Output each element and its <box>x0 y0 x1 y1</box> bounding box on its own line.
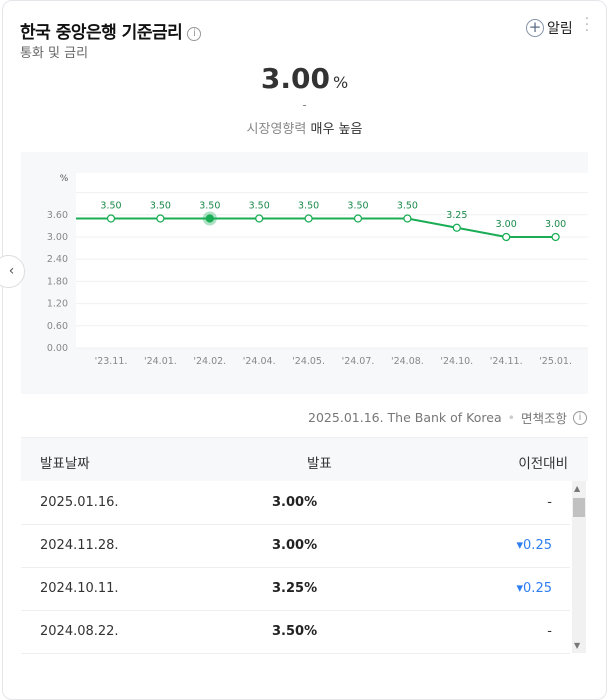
x-tick-label: '24.02. <box>193 356 226 367</box>
row-value: 3.00% <box>272 495 318 510</box>
data-label: 3.50 <box>347 201 368 212</box>
x-tick-label: '25.01. <box>539 356 572 367</box>
impact-label: 시장영향력 <box>246 122 307 137</box>
x-tick-label: '24.10. <box>440 356 473 367</box>
rate-value: 3.00 <box>260 62 330 95</box>
source-text: 2025.01.16. The Bank of Korea <box>308 410 502 425</box>
x-tick-label: '24.05. <box>292 356 325 367</box>
row-value: 3.00% <box>272 538 318 553</box>
y-tick-label: 1.80 <box>47 276 68 287</box>
table-row: 2024.10.11. 3.25% ▾0.25 <box>21 568 570 611</box>
row-change: ▾0.25 <box>516 538 552 553</box>
data-point[interactable] <box>502 232 511 242</box>
info-icon[interactable]: i <box>573 410 587 425</box>
data-label: 3.50 <box>249 201 270 212</box>
info-icon[interactable]: i <box>187 27 202 41</box>
market-impact: 시장영향력 매우 높음 <box>0 118 609 137</box>
x-tick-label: '24.11. <box>490 356 523 367</box>
rate-change: - <box>302 98 307 112</box>
data-label: 3.50 <box>150 201 171 212</box>
data-label: 3.25 <box>446 210 467 221</box>
data-point[interactable] <box>403 214 412 223</box>
data-label: 3.50 <box>397 201 418 212</box>
y-tick-label: 0.00 <box>47 343 68 354</box>
more-menu-icon[interactable]: · · · <box>584 12 590 39</box>
disclaimer-link[interactable]: 면책조항 <box>520 411 567 426</box>
data-label: 3.00 <box>496 219 517 230</box>
separator: • <box>507 410 515 425</box>
data-point[interactable] <box>304 214 313 223</box>
row-date: 2024.08.22. <box>40 624 119 639</box>
alarm-label: 알림 <box>547 21 573 37</box>
scrollbar-thumb[interactable] <box>573 498 585 517</box>
current-rate: 3.00% <box>0 62 609 95</box>
row-change: - <box>547 624 552 639</box>
header-value: 발표 <box>307 456 332 472</box>
row-change: ▾0.25 <box>516 581 552 596</box>
rate-unit: % <box>332 73 349 92</box>
plot-area <box>76 173 588 348</box>
data-label: 3.50 <box>100 201 121 212</box>
page-title: 한국 중앙은행 기준금리 i <box>20 18 202 43</box>
data-point[interactable] <box>452 223 461 232</box>
alarm-button[interactable]: + 알림 <box>526 18 573 38</box>
data-label: 3.50 <box>298 201 319 212</box>
y-unit-label: % <box>60 174 69 184</box>
scroll-up-icon[interactable]: ▲ <box>574 484 581 493</box>
x-tick-label: '24.01. <box>144 356 177 367</box>
scrollbar[interactable]: ▲ ▼ <box>572 481 586 653</box>
line-chart: % 0.00 0.60 1.20 1.80 2.40 3.00 3.60 '23.11. '24.… <box>47 173 588 367</box>
data-label: 3.00 <box>545 219 566 230</box>
header-change: 이전대비 <box>518 456 568 472</box>
y-tick-label: 3.60 <box>47 210 68 221</box>
data-label: 3.50 <box>199 201 220 212</box>
data-point[interactable] <box>255 214 264 223</box>
y-tick-label: 2.40 <box>47 254 68 265</box>
row-value: 3.25% <box>272 581 318 596</box>
data-point[interactable] <box>353 214 363 223</box>
y-tick-label: 0.60 <box>47 321 68 332</box>
data-point[interactable] <box>106 214 116 223</box>
data-point[interactable] <box>205 214 214 223</box>
row-date: 2025.01.16. <box>40 495 119 510</box>
plus-icon: + <box>526 19 544 37</box>
table-row: 2024.08.22. 3.50% - <box>21 611 570 654</box>
table-header: 발표날짜 발표 이전대비 <box>21 437 588 481</box>
table-row: 2025.01.16. 3.00% - <box>21 482 570 525</box>
y-tick-label: 3.00 <box>47 232 68 243</box>
y-tick-label: 1.20 <box>47 299 68 310</box>
scroll-down-icon[interactable]: ▼ <box>574 641 581 650</box>
source-line: 2025.01.16. The Bank of Korea • 면책조항 i <box>308 408 587 427</box>
row-date: 2024.10.11. <box>40 581 119 596</box>
x-tick-label: '24.04. <box>243 356 276 367</box>
row-change: - <box>547 495 552 510</box>
data-point[interactable] <box>551 232 560 242</box>
row-value: 3.50% <box>272 624 318 639</box>
x-tick-label: '24.08. <box>391 356 424 367</box>
header-date: 발표날짜 <box>40 456 90 472</box>
title-text: 한국 중앙은행 기준금리 <box>20 23 183 43</box>
table-row: 2024.11.28. 3.00% ▾0.25 <box>21 525 570 568</box>
row-date: 2024.11.28. <box>40 538 119 553</box>
x-tick-label: '23.11. <box>95 356 128 367</box>
data-point[interactable] <box>156 214 165 223</box>
impact-value: 매우 높음 <box>310 122 363 137</box>
category-subtitle: 통화 및 금리 <box>20 46 89 61</box>
x-tick-label: '24.07. <box>342 356 375 367</box>
